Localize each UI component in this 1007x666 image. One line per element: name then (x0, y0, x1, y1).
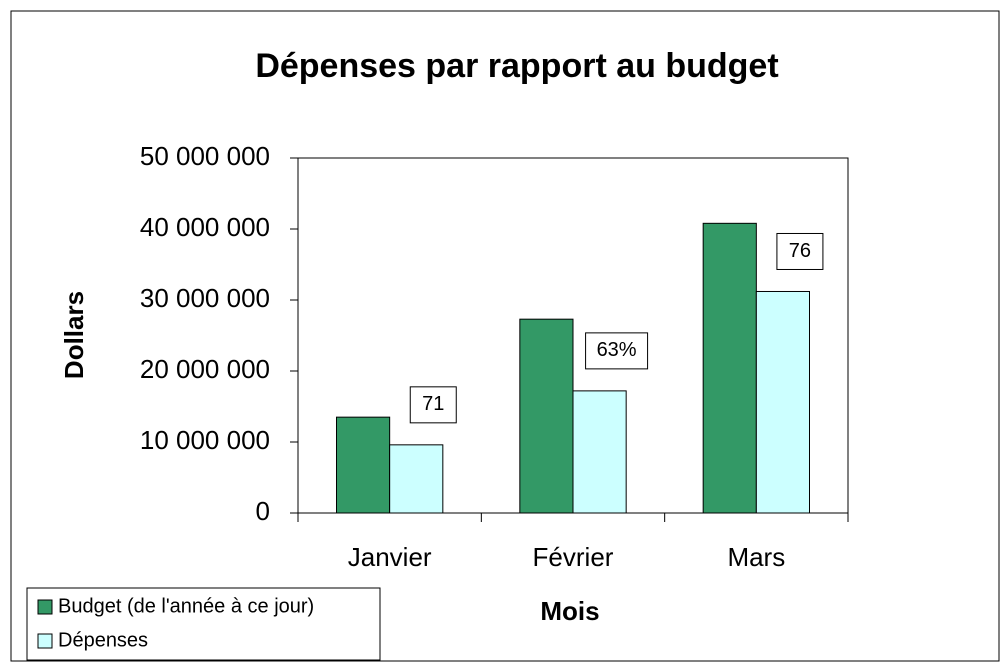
bar (389, 444, 444, 514)
legend-swatch (37, 599, 53, 615)
bar (336, 416, 391, 514)
data-label: 71 (422, 393, 444, 415)
y-axis-label: Dollars (59, 291, 89, 379)
legend (26, 587, 381, 661)
y-tick-label: 0 (256, 496, 270, 526)
bar (572, 390, 627, 514)
y-tick-label: 50 000 000 (140, 141, 270, 171)
y-tick-label: 40 000 000 (140, 212, 270, 242)
data-label-box (409, 386, 457, 424)
legend-label: Dépenses (58, 629, 148, 651)
y-tick-label: 10 000 000 (140, 425, 270, 455)
data-label: 76 (789, 240, 811, 262)
legend-label: Budget (de l'année à ce jour) (58, 595, 314, 617)
chart-title: Dépenses par rapport au budget (255, 47, 778, 85)
y-tick-label: 20 000 000 (140, 354, 270, 384)
legend-swatch (37, 633, 53, 649)
bar (755, 290, 810, 514)
x-tick-label: Février (533, 542, 614, 572)
x-tick-label: Janvier (348, 542, 432, 572)
x-axis-label: Mois (540, 596, 599, 626)
bar (702, 222, 757, 514)
y-tick-label: 30 000 000 (140, 283, 270, 313)
x-tick-label: Mars (727, 542, 785, 572)
bar (519, 318, 574, 514)
data-label-box (776, 232, 824, 270)
data-label: 63% (597, 339, 637, 361)
data-label-box (585, 332, 649, 370)
